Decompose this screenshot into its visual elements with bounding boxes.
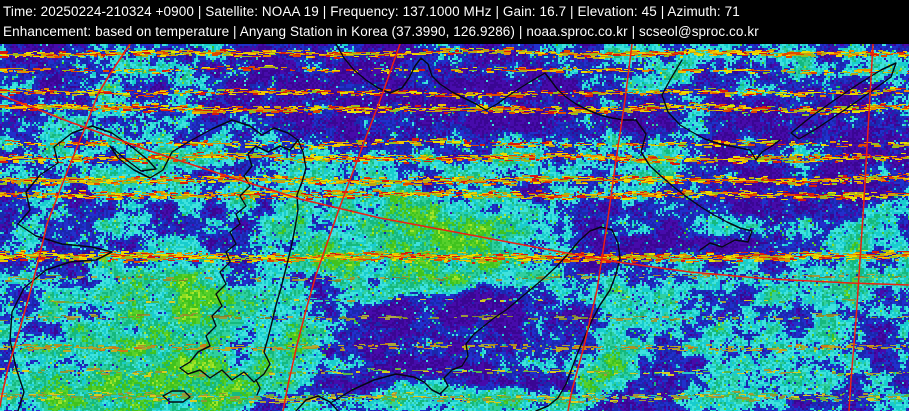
metadata-header-bar: Time: 20250224-210324 +0900 | Satellite:…	[0, 0, 909, 44]
header-line-station-info: Enhancement: based on temperature | Anya…	[3, 24, 759, 39]
satellite-false-color-image	[0, 44, 909, 411]
header-line-capture-info: Time: 20250224-210324 +0900 | Satellite:…	[3, 4, 740, 19]
